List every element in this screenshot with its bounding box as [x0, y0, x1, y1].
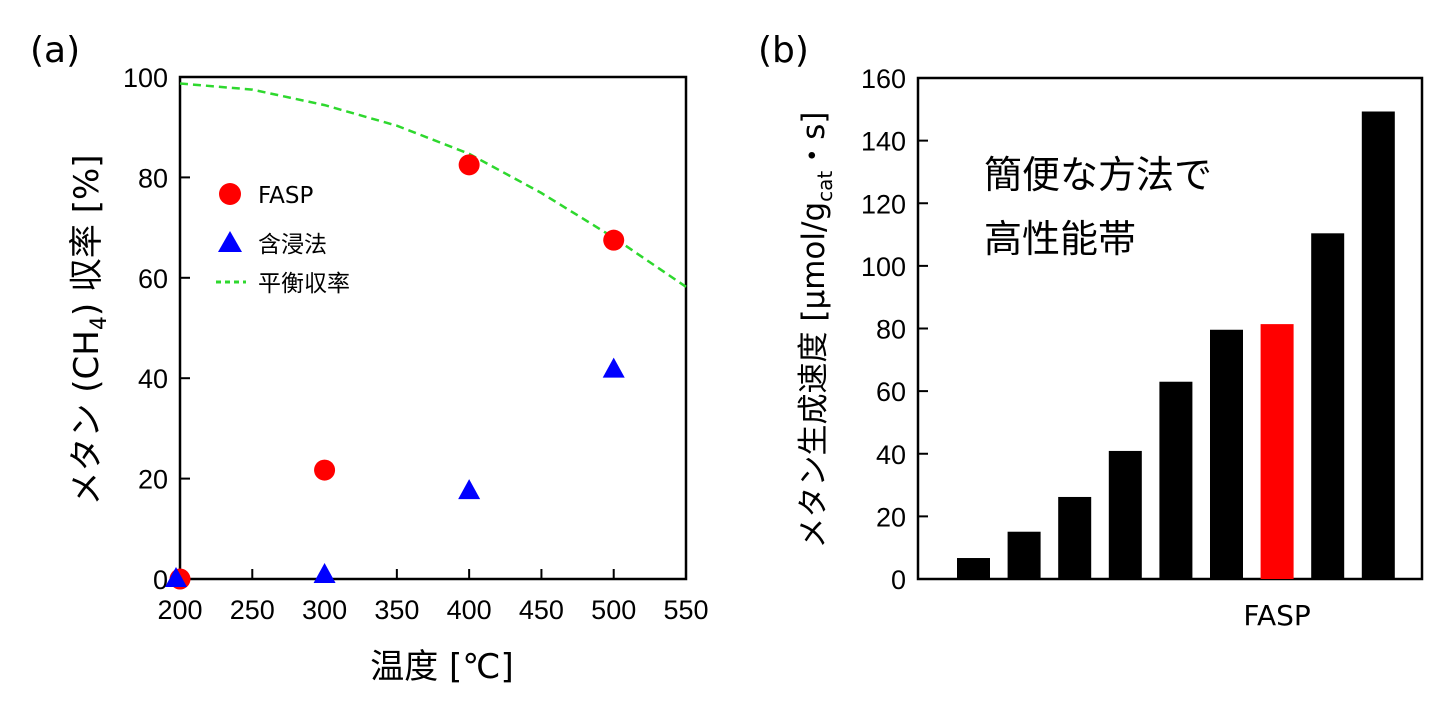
- impregnation-point: [313, 562, 336, 583]
- y-tick-label: 100: [123, 63, 168, 93]
- panel-b-y-axis-label: メタン生成速度 [μmol/gcat・s]: [796, 112, 837, 549]
- annotation-line-1: 簡便な方法で: [984, 153, 1212, 197]
- y-tick-label: 20: [876, 502, 906, 532]
- rate-bar: [1311, 233, 1345, 579]
- annotation-line-2: 高性能帯: [984, 217, 1136, 261]
- x-tick-label: 450: [519, 595, 564, 625]
- panel-a: (a) 200 250 300 350 400 450 500 550 0 20 40 60 80 10…: [30, 30, 709, 687]
- y-tick-label: 100: [861, 252, 906, 282]
- panel-a-y-ticks: 0 20 40 60 80 100: [123, 63, 190, 595]
- legend-impregnation-marker: [218, 231, 242, 252]
- panel-b-y-ticks: 0 20 40 60 80 100 120 140 160: [861, 64, 928, 595]
- panel-a-x-ticks: 200 250 300 350 400 450 500 550: [157, 569, 709, 625]
- x-tick-label: 350: [374, 595, 419, 625]
- x-tick-label: 200: [157, 595, 202, 625]
- legend-fasp-marker: [219, 183, 241, 205]
- impregnation-point: [458, 479, 481, 500]
- fasp-point: [314, 459, 336, 481]
- y-tick-label: 60: [876, 377, 906, 407]
- panel-a-y-axis-label: メタン (CH4) 収率 [%]: [67, 154, 112, 505]
- impregnation-point: [602, 357, 625, 378]
- y-tick-label: 0: [153, 565, 168, 595]
- x-tick-label: 550: [663, 595, 708, 625]
- y-tick-label: 80: [876, 315, 906, 345]
- panel-b-bars: [957, 111, 1395, 580]
- rate-bar: [1361, 111, 1395, 580]
- rate-bar: [1210, 329, 1243, 579]
- x-tick-label: 300: [302, 595, 347, 625]
- x-tick-label: 500: [591, 595, 636, 625]
- y-tick-label: 160: [861, 64, 906, 94]
- fasp-bar-label: FASP: [1243, 599, 1310, 632]
- panel-b: (b) 0 20 40 60 80 100 120 140 160 FASP 簡便な方法で 高性…: [758, 30, 1424, 632]
- y-tick-label: 120: [861, 189, 906, 219]
- y-tick-label: 20: [138, 465, 168, 495]
- rate-bar: [1058, 496, 1092, 579]
- rate-bar: [1007, 531, 1041, 579]
- x-tick-label: 400: [447, 595, 492, 625]
- panel-a-markers: [165, 154, 625, 590]
- impregnation-point: [165, 567, 187, 587]
- panel-a-plot-frame: [178, 75, 688, 581]
- legend-impregnation-label: 含浸法: [258, 232, 327, 258]
- x-tick-label: 250: [230, 595, 275, 625]
- y-tick-label: 40: [876, 440, 906, 470]
- fasp-point: [603, 229, 625, 251]
- legend-fasp-label: FASP: [258, 183, 313, 209]
- panel-a-x-axis-label: 温度 [℃]: [370, 647, 514, 687]
- y-tick-label: 60: [138, 264, 168, 294]
- rate-bar: [957, 558, 990, 579]
- panel-a-legend: FASP 含浸法 平衡収率: [216, 183, 350, 297]
- panel-a-label: (a): [30, 30, 80, 71]
- fasp-bar: [1260, 324, 1294, 579]
- fasp-point: [458, 154, 480, 176]
- y-tick-label: 0: [891, 565, 906, 595]
- y-tick-label: 40: [138, 364, 168, 394]
- legend-equilibrium-label: 平衡収率: [258, 271, 350, 297]
- rate-bar: [1159, 381, 1193, 579]
- y-tick-label: 140: [861, 127, 906, 157]
- rate-bar: [1108, 450, 1142, 579]
- equilibrium-yield-line: [179, 82, 687, 288]
- panel-b-label: (b): [758, 30, 809, 71]
- y-tick-label: 80: [138, 163, 168, 193]
